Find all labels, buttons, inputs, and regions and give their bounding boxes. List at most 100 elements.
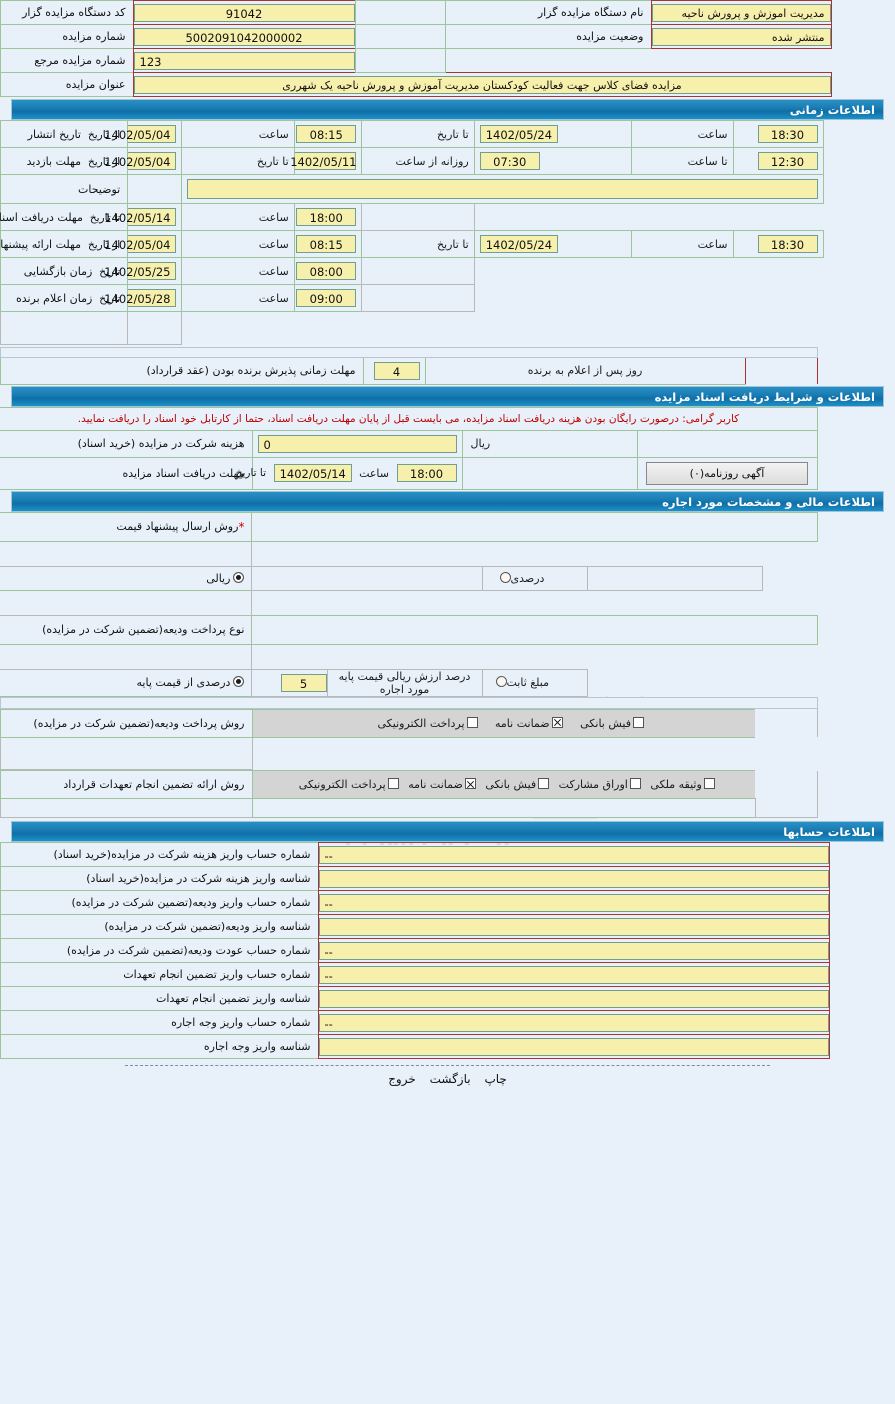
- code-value[interactable]: 91042: [133, 3, 355, 22]
- rial-option-cell[interactable]: ریالی: [0, 565, 253, 591]
- winner-hour[interactable]: 09:00: [296, 289, 357, 307]
- spacer-cell: [823, 257, 895, 285]
- open-date-label: تاریخ: [99, 265, 121, 278]
- spacer-cell: [817, 709, 895, 737]
- grey-spacer-cell-2: [251, 798, 755, 818]
- spacer-cell: [631, 284, 733, 312]
- price-method-percent-radio[interactable]: [499, 571, 511, 583]
- zemanat-name-checkbox[interactable]: [551, 716, 563, 728]
- visit-to-date[interactable]: 1402/05/11: [284, 152, 357, 170]
- table-row: شناسه واریز تضمین انجام تعهدات: [0, 986, 895, 1011]
- guarantee-method-option[interactable]: ضمانت نامه: [408, 778, 476, 791]
- auction-title-value[interactable]: مزایده فضای کلاس جهت فعالیت کودکستان مدی…: [133, 75, 831, 94]
- doc-receipt-hour[interactable]: 18:00: [396, 464, 457, 482]
- spacer-cell: [733, 203, 823, 231]
- table-row: منتشر شده وضعیت مزایده 5002091042000002 …: [0, 24, 895, 49]
- table-row: -- شماره حساب واریز هزینه شرکت در مزایده…: [0, 842, 895, 867]
- time-section-header: اطلاعات زمانی: [11, 99, 884, 120]
- price-method-rial-radio[interactable]: [233, 571, 245, 583]
- oragh-mosharekat-checkbox[interactable]: [629, 778, 641, 789]
- fixed-amount-cell[interactable]: مبلغ ثابت: [481, 668, 588, 697]
- newspaper-ad-button[interactable]: آگهی روزنامه(۰): [646, 461, 808, 485]
- account-value[interactable]: [318, 917, 829, 936]
- opening-label: زمان بازگشایی: [23, 264, 93, 278]
- account-value[interactable]: [318, 869, 829, 888]
- exit-link[interactable]: خروج: [388, 1072, 416, 1086]
- account-value[interactable]: [318, 989, 829, 1008]
- guarantee-method-option[interactable]: وثیقه ملکی: [650, 778, 715, 791]
- spacer-cell: [817, 770, 895, 799]
- deposit-method-option[interactable]: پرداخت الکترونیکی: [377, 716, 478, 730]
- docdl-date-label: تا تاریخ: [89, 211, 121, 224]
- fixed-amount-radio[interactable]: [495, 676, 507, 687]
- fish-banki-checkbox[interactable]: [632, 716, 644, 728]
- spacer-cell: [474, 257, 632, 285]
- account-value[interactable]: --: [318, 893, 829, 912]
- guarantee-electronic-payment-checkbox[interactable]: [387, 778, 399, 789]
- print-link[interactable]: چاپ: [484, 1072, 507, 1086]
- publish-to-date[interactable]: 1402/05/24: [479, 125, 558, 143]
- spacer-cell: [817, 407, 895, 430]
- percent-of-base-radio[interactable]: [233, 676, 245, 687]
- org-value[interactable]: مدیریت اموزش و پرورش ناحیه: [651, 3, 831, 22]
- table-row: [0, 736, 895, 770]
- accept-days-value[interactable]: 4: [373, 361, 420, 380]
- guarantee-fish-banki-checkbox[interactable]: [538, 778, 550, 789]
- accept-value-cell: 4: [362, 356, 426, 385]
- proposal-hour-to[interactable]: 18:30: [757, 235, 818, 253]
- spacer-cell: [831, 72, 895, 97]
- reference-number-value[interactable]: 123: [133, 51, 355, 70]
- doc-receipt-deadline-label: مهلت دریافت اسناد مزایده: [0, 456, 253, 490]
- back-link[interactable]: بازگشت: [429, 1072, 471, 1086]
- visit-daily-from-hour[interactable]: 07:30: [479, 152, 540, 170]
- account-value-cell: [317, 866, 830, 891]
- table-row: وثیقه ملکی اوراق مشارکت فیش بانکی ضمانت …: [0, 770, 895, 799]
- percent-of-base-cell[interactable]: درصدی از قیمت پایه: [0, 668, 253, 697]
- notes-value[interactable]: [187, 179, 818, 199]
- publish-hour-from[interactable]: 08:15: [296, 125, 357, 143]
- account-value[interactable]: --: [318, 965, 829, 984]
- accept-left-border: [745, 357, 818, 384]
- doc-deadline-hour[interactable]: 18:00: [296, 208, 357, 226]
- newspaper-button-cell: آگهی روزنامه(۰): [636, 456, 818, 490]
- account-label: شناسه واریز وجه اجاره: [0, 1034, 319, 1059]
- auction-number-label: شماره مزایده: [0, 24, 134, 49]
- participation-fee-value[interactable]: 0: [257, 434, 457, 453]
- proposal-hour-from[interactable]: 08:15: [296, 235, 357, 253]
- guarantee-method-option[interactable]: پرداخت الکترونیکی: [299, 778, 399, 791]
- account-value[interactable]: --: [318, 845, 829, 864]
- electronic-payment-checkbox[interactable]: [466, 716, 478, 728]
- guarantee-method-option[interactable]: اوراق مشارکت: [559, 778, 641, 791]
- guarantee-zemanat-name-checkbox[interactable]: [464, 778, 476, 789]
- status-value[interactable]: منتشر شده: [651, 27, 831, 46]
- opening-hour[interactable]: 08:00: [296, 262, 357, 280]
- percent-option-cell[interactable]: درصدی: [481, 565, 588, 591]
- prop-fromdate-cell: 1402/05/04: [98, 230, 183, 258]
- finance-section-bar-wrap: اطلاعات مالی و مشخصات مورد اجاره: [0, 490, 895, 512]
- proposal-to-date[interactable]: 1402/05/24: [479, 235, 558, 253]
- auction-number-value[interactable]: 5002091042000002: [133, 27, 355, 46]
- spacer-cell: [817, 357, 895, 384]
- account-value[interactable]: [318, 1037, 829, 1056]
- percent-of-base-value[interactable]: 5: [280, 673, 327, 692]
- deposit-method-label-0: پرداخت الکترونیکی: [377, 716, 465, 730]
- publish-hour-to[interactable]: 18:30: [757, 125, 818, 143]
- prop-todate-cell: 1402/05/24: [473, 230, 633, 258]
- account-label: شماره حساب واریز هزینه شرکت در مزایده(خر…: [0, 842, 319, 867]
- account-value[interactable]: --: [318, 941, 829, 960]
- table-row: 09:00 ساعت 1402/05/28 تاریخ زمان اعلام ب…: [0, 284, 895, 312]
- deposit-method-option[interactable]: ضمانت نامه: [495, 716, 563, 730]
- visit-hour-to[interactable]: 12:30: [757, 152, 818, 170]
- table-row: مزایده فضای کلاس جهت فعالیت کودکستان مدی…: [0, 72, 895, 97]
- account-value-cell: --: [317, 842, 830, 867]
- percent-suffix-cell: درصد ارزش ریالی قیمت پایه مورد اجاره: [326, 668, 483, 697]
- deposit-method-option[interactable]: فیش بانکی: [580, 716, 644, 730]
- footer-divider: [125, 1065, 770, 1066]
- spacer-cell: [631, 257, 733, 285]
- guarantee-method-option[interactable]: فیش بانکی: [485, 778, 550, 791]
- doc-receipt-date[interactable]: 1402/05/14: [273, 464, 352, 482]
- spacer-cell: [817, 615, 895, 644]
- account-value[interactable]: --: [318, 1013, 829, 1032]
- vasighe-melki-checkbox[interactable]: [703, 778, 715, 789]
- visit-hour2-cell: 12:30: [732, 147, 824, 175]
